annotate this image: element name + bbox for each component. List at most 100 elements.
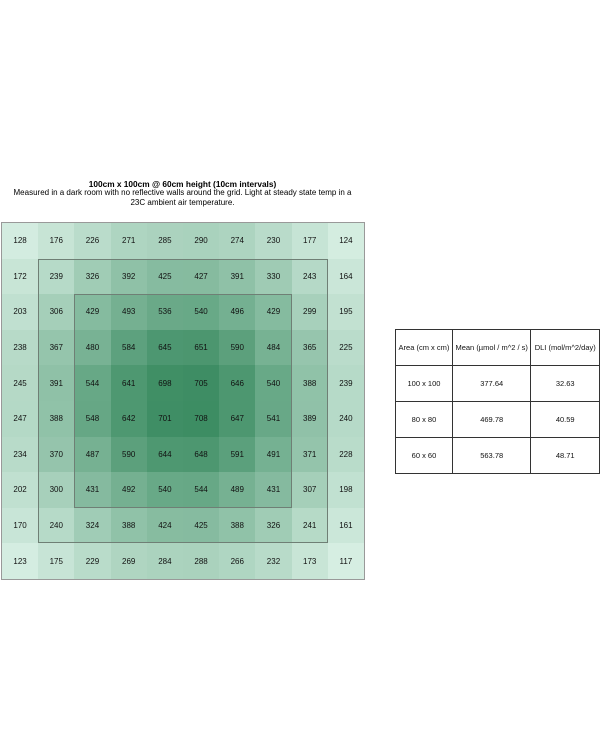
heatmap-cell: 708 <box>183 401 220 437</box>
heatmap-cell: 172 <box>2 258 39 295</box>
heatmap-cell: 324 <box>74 507 111 544</box>
cell-dli: 32.63 <box>530 365 600 402</box>
table-row: 100 x 100 377.64 32.63 <box>395 365 600 402</box>
heatmap-cell: 269 <box>110 543 147 579</box>
cell-mean: 377.64 <box>451 365 532 402</box>
heatmap-cell: 284 <box>146 543 183 579</box>
heatmap-cell: 240 <box>327 401 364 437</box>
heatmap-cell: 480 <box>74 329 111 366</box>
cell-area: 60 x 60 <box>395 437 453 474</box>
heatmap-cell: 195 <box>327 294 364 330</box>
heatmap-cell: 493 <box>110 294 147 330</box>
heatmap-cell: 540 <box>183 294 220 330</box>
heatmap-cell: 299 <box>291 294 328 330</box>
heatmap-cell: 326 <box>255 507 292 544</box>
heatmap-cell: 198 <box>327 472 364 508</box>
heatmap-cell: 388 <box>38 401 75 437</box>
heatmap-cell: 540 <box>255 365 292 401</box>
heatmap-cell: 128 <box>2 223 39 259</box>
heatmap-cell: 230 <box>255 223 292 259</box>
heatmap-cell: 239 <box>327 365 364 401</box>
heatmap-cell: 240 <box>38 507 75 544</box>
heatmap-cell: 234 <box>2 436 39 473</box>
heatmap-cell: 705 <box>183 365 220 401</box>
heatmap-cell: 225 <box>327 329 364 366</box>
heatmap-cell: 590 <box>110 436 147 473</box>
heatmap-cell: 391 <box>38 365 75 401</box>
heatmap-cell: 389 <box>291 401 328 437</box>
heatmap-cell: 239 <box>38 258 75 295</box>
heatmap-cell: 290 <box>183 223 220 259</box>
heatmap-cell: 285 <box>146 223 183 259</box>
heatmap-cell: 326 <box>74 258 111 295</box>
heatmap-cell: 425 <box>146 258 183 295</box>
heatmap-cell: 176 <box>38 223 75 259</box>
table-row: 60 x 60 563.78 48.71 <box>395 437 600 474</box>
heatmap-cell: 644 <box>146 436 183 473</box>
cell-mean: 563.78 <box>451 437 532 474</box>
heatmap-cell: 544 <box>74 365 111 401</box>
heatmap-cell: 584 <box>110 329 147 366</box>
heatmap-cell: 203 <box>2 294 39 330</box>
heatmap-cell: 367 <box>38 329 75 366</box>
heatmap-cell: 228 <box>327 436 364 473</box>
heatmap-cell: 371 <box>291 436 328 473</box>
heatmap-cell: 388 <box>110 507 147 544</box>
heatmap-cell: 266 <box>219 543 256 579</box>
heatmap-cell: 229 <box>74 543 111 579</box>
heatmap-cell: 241 <box>291 507 328 544</box>
heatmap-cell: 496 <box>219 294 256 330</box>
heatmap-cell: 424 <box>146 507 183 544</box>
heatmap-cell: 391 <box>219 258 256 295</box>
chart-title: 100cm x 100cm @ 60cm height (10cm interv… <box>88 179 277 189</box>
table-row: 80 x 80 469.78 40.59 <box>395 401 600 438</box>
heatmap-cell: 164 <box>327 258 364 295</box>
cell-area: 80 x 80 <box>395 401 453 438</box>
heatmap-cell: 161 <box>327 507 364 544</box>
cell-mean: 469.78 <box>451 401 532 438</box>
heatmap-cell: 307 <box>291 472 328 508</box>
cell-dli: 48.71 <box>530 437 600 474</box>
heatmap-cell: 226 <box>74 223 111 259</box>
heatmap-cell: 536 <box>146 294 183 330</box>
header-area: Area (cm x cm) <box>395 329 453 366</box>
heatmap-cell: 365 <box>291 329 328 366</box>
heatmap-cell: 202 <box>2 472 39 508</box>
heatmap-cell: 484 <box>255 329 292 366</box>
chart-subtitle: Measured in a dark room with no reflecti… <box>13 188 352 207</box>
heatmap-cell: 487 <box>74 436 111 473</box>
heatmap-cell: 540 <box>146 472 183 508</box>
heatmap-cell: 238 <box>2 329 39 366</box>
heatmap-cell: 271 <box>110 223 147 259</box>
heatmap-cell: 651 <box>183 329 220 366</box>
heatmap-cell: 646 <box>219 365 256 401</box>
heatmap-cell: 489 <box>219 472 256 508</box>
cell-dli: 40.59 <box>530 401 600 438</box>
heatmap-cell: 173 <box>291 543 328 579</box>
heatmap-cell: 429 <box>74 294 111 330</box>
heatmap-cell: 591 <box>219 436 256 473</box>
heatmap-cell: 647 <box>219 401 256 437</box>
heatmap-cell: 701 <box>146 401 183 437</box>
heatmap-cell: 175 <box>38 543 75 579</box>
heatmap-cell: 388 <box>219 507 256 544</box>
heatmap-cell: 370 <box>38 436 75 473</box>
table-header-row: Area (cm x cm) Mean (µmol / m^2 / s) DLI… <box>395 329 600 366</box>
heatmap-cell: 492 <box>110 472 147 508</box>
heatmap-cell: 548 <box>74 401 111 437</box>
heatmap-cell: 177 <box>291 223 328 259</box>
header-dli: DLI (mol/m^2/day) <box>530 329 600 366</box>
heatmap-cell: 429 <box>255 294 292 330</box>
heatmap-cell: 544 <box>183 472 220 508</box>
heatmap-cell: 117 <box>327 543 364 579</box>
heatmap-cell: 388 <box>291 365 328 401</box>
heatmap-cell: 232 <box>255 543 292 579</box>
heatmap-cell: 392 <box>110 258 147 295</box>
heatmap-cell: 491 <box>255 436 292 473</box>
cell-area: 100 x 100 <box>395 365 453 402</box>
heatmap-cell: 300 <box>38 472 75 508</box>
heatmap-cell: 698 <box>146 365 183 401</box>
heatmap-cell: 123 <box>2 543 39 579</box>
heatmap-cell: 645 <box>146 329 183 366</box>
heatmap-cell: 425 <box>183 507 220 544</box>
